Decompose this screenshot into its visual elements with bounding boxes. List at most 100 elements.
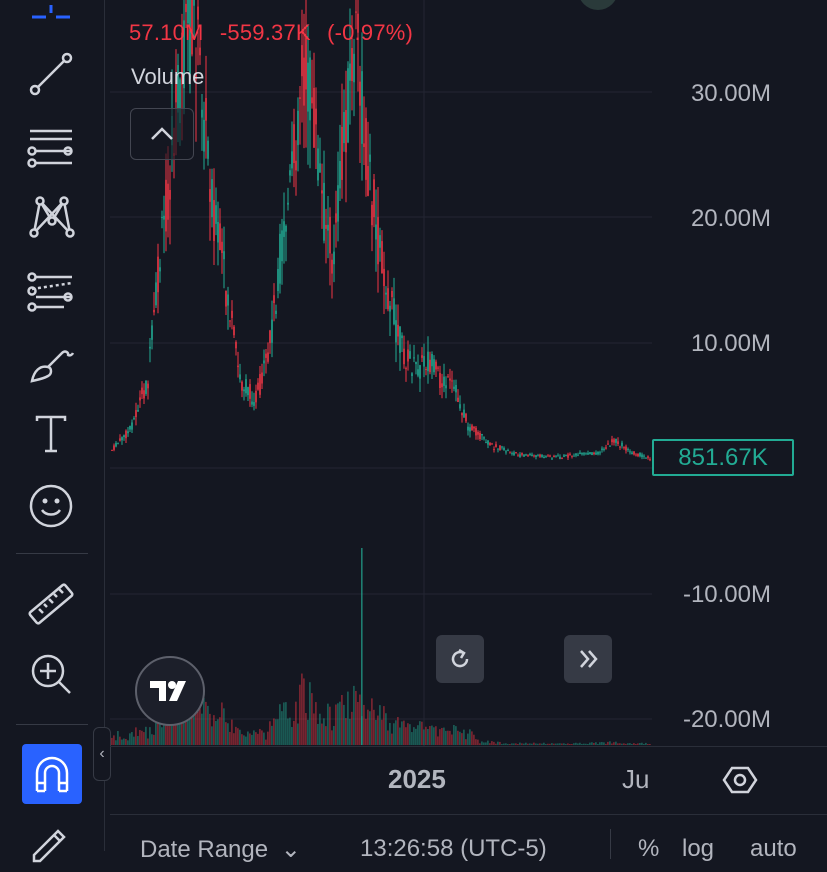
candle-body [563, 455, 565, 457]
volume-bar [525, 742, 527, 745]
volume-bar [209, 713, 211, 745]
candle-body [193, 0, 195, 6]
scroll-to-realtime-button[interactable] [564, 635, 612, 683]
volume-bar [191, 692, 193, 745]
trend-line-tool[interactable] [18, 44, 84, 104]
chart-settings-button[interactable] [722, 762, 758, 803]
volume-bar [613, 742, 615, 745]
candle-body [439, 372, 441, 389]
volume-bar [577, 743, 579, 745]
candle-body [349, 63, 351, 81]
clock-time[interactable]: 13:26:58 (UTC-5) [360, 835, 547, 862]
price-axis-tick: 10.00M [690, 330, 771, 357]
volume-bar [307, 719, 309, 745]
volume-bar [493, 741, 495, 745]
volume-bar [137, 736, 139, 745]
volume-bar [259, 728, 261, 745]
ruler-tool[interactable] [18, 574, 84, 634]
candle-body [219, 223, 221, 251]
chevron-down-icon: ⌄ [280, 836, 301, 863]
volume-study-label: Volume [131, 64, 205, 89]
candle-body [443, 376, 445, 386]
candle-body [299, 97, 301, 99]
volume-bar [465, 739, 467, 745]
zoom-in-icon [31, 654, 71, 694]
volume-bar [287, 718, 289, 745]
candle-body [229, 320, 231, 322]
candle-body [151, 325, 153, 340]
toolbar-collapse-toggle[interactable]: ‹ [93, 727, 111, 781]
reset-icon [451, 648, 469, 668]
candle-body [247, 387, 249, 396]
candle-body [379, 235, 381, 248]
volume-bar [473, 734, 475, 745]
volume-bar [547, 743, 549, 745]
candle-body [131, 422, 133, 430]
fib-retracement-tool[interactable] [18, 116, 84, 176]
volume-bar [343, 704, 345, 745]
candle-body [197, 6, 199, 20]
volume-bar [537, 743, 539, 745]
volume-bar [201, 713, 203, 745]
time-axis[interactable] [110, 746, 827, 815]
crosshair-tool[interactable] [18, 0, 84, 32]
volume-bar [273, 718, 275, 745]
auto-scale-toggle[interactable]: auto [750, 835, 797, 862]
candle-body [181, 32, 183, 85]
price-chart[interactable] [0, 0, 827, 851]
volume-bar [249, 733, 251, 745]
volume-bar [413, 727, 415, 745]
volume-bar [141, 730, 143, 745]
candle-body [411, 373, 413, 377]
volume-bar [129, 733, 131, 745]
candle-body [429, 359, 431, 373]
volume-bar [429, 726, 431, 745]
volume-bar [469, 729, 471, 745]
candle-body [509, 452, 511, 454]
candle-body [403, 348, 405, 365]
pattern-tool[interactable] [18, 186, 84, 246]
volume-bar [451, 734, 453, 745]
volume-bar [299, 684, 301, 745]
volume-bar [329, 706, 331, 745]
candle-body [623, 447, 625, 449]
percent-scale-toggle[interactable]: % [638, 835, 660, 862]
volume-bar [289, 717, 291, 745]
volume-bar [215, 720, 217, 745]
candle-body [393, 298, 395, 325]
log-scale-toggle[interactable]: log [682, 835, 715, 862]
candle-body [595, 452, 597, 455]
magnet-tool[interactable] [22, 744, 82, 804]
text-tool[interactable] [18, 404, 84, 464]
legend-collapse-button[interactable] [130, 108, 194, 160]
volume-bar [569, 744, 571, 745]
ruler-icon [28, 583, 74, 625]
fib-retracement-icon [27, 129, 73, 168]
date-range-button[interactable]: Date Range ⌄ [140, 835, 301, 864]
candle-body [213, 200, 215, 242]
forecast-tool[interactable] [18, 260, 84, 320]
candle-body [597, 451, 599, 455]
candle-body [187, 0, 189, 24]
volume-bar [595, 742, 597, 745]
candle-body [601, 448, 603, 450]
volume-bar [355, 690, 357, 745]
volume-bar [161, 727, 163, 745]
volume-bar [267, 731, 269, 745]
tradingview-logo[interactable] [135, 656, 205, 726]
candle-body [313, 87, 315, 148]
volume-bar [631, 743, 633, 745]
zoom-in-tool[interactable] [18, 644, 84, 704]
candle-body [303, 57, 305, 106]
candle-body [545, 456, 547, 458]
volume-bar [495, 743, 497, 745]
reset-chart-button[interactable] [436, 635, 484, 683]
volume-bar [117, 731, 119, 745]
volume-bar [609, 741, 611, 745]
volume-bar [581, 743, 583, 745]
emoji-tool[interactable] [18, 476, 84, 536]
candle-body [339, 160, 341, 189]
candle-body [267, 352, 269, 362]
brush-tool[interactable] [18, 334, 84, 394]
volume-bar [275, 719, 277, 745]
